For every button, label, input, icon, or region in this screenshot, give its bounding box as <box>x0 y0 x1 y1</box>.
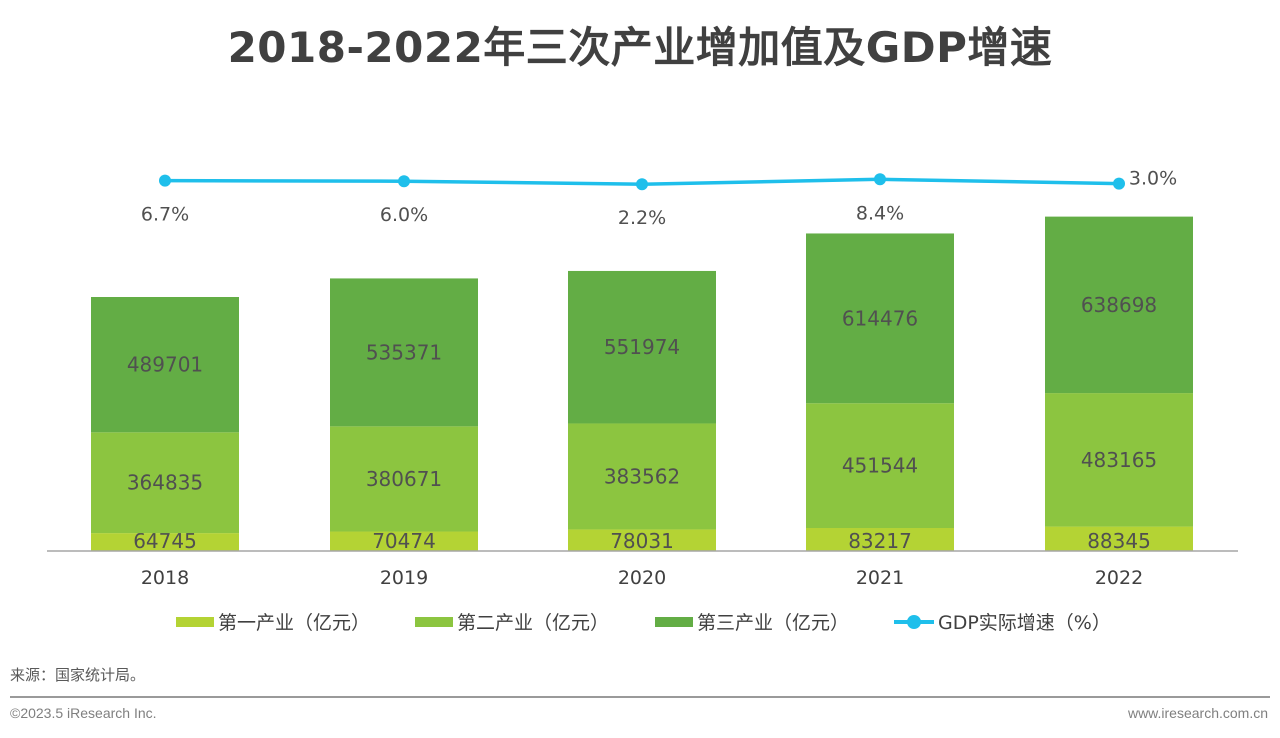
legend-item-primary: 第一产业（亿元） <box>176 608 370 635</box>
gdp-point <box>636 178 648 191</box>
legend-swatch <box>176 616 214 627</box>
gdp-point <box>1113 177 1125 190</box>
bar-segment <box>1045 393 1193 527</box>
bar-segment <box>91 533 239 551</box>
legend-item-secondary: 第二产业（亿元） <box>415 608 609 635</box>
legend-line-swatch <box>894 614 934 629</box>
data-label: 535371 <box>366 340 442 364</box>
x-tick-label: 2020 <box>618 567 666 589</box>
gdp-point <box>159 174 171 187</box>
data-label: 638698 <box>1081 293 1157 317</box>
gdp-point <box>874 173 886 186</box>
x-tick-label: 2018 <box>141 567 189 589</box>
copyright: ©2023.5 iResearch Inc. <box>10 705 157 721</box>
x-tick-label: 2022 <box>1095 567 1143 589</box>
bar-segment <box>806 528 954 551</box>
legend-label: 第一产业（亿元） <box>218 612 371 634</box>
data-label: 614476 <box>842 306 918 330</box>
data-label: 380671 <box>366 467 442 491</box>
bar-segment <box>330 278 478 427</box>
gdp-label: 8.4% <box>856 202 904 224</box>
bar-segment <box>806 233 954 404</box>
x-tick-label: 2021 <box>856 567 904 589</box>
gdp-point <box>398 175 410 188</box>
bar-segment <box>568 270 716 424</box>
source-note: 来源：国家统计局。 <box>10 666 146 684</box>
bar-segment <box>1045 216 1193 394</box>
bar-segment <box>568 529 716 551</box>
data-label: 364835 <box>127 471 203 495</box>
legend: 第一产业（亿元） 第二产业（亿元） 第三产业（亿元） GDP实际增速（%） <box>0 608 1280 634</box>
bar-segment <box>806 403 954 529</box>
gdp-label: 6.7% <box>141 204 189 226</box>
data-label: 78031 <box>610 529 674 553</box>
data-label: 383562 <box>604 464 680 488</box>
bar-segment <box>1045 526 1193 551</box>
data-label: 551974 <box>604 335 680 359</box>
data-label: 70474 <box>372 529 436 553</box>
bar-segment <box>330 531 478 551</box>
legend-swatch <box>655 616 693 627</box>
legend-item-tertiary: 第三产业（亿元） <box>655 608 849 635</box>
legend-label: 第二产业（亿元） <box>457 612 610 634</box>
gdp-label: 6.0% <box>380 204 428 226</box>
data-label: 88345 <box>1087 529 1151 553</box>
website: www.iresearch.com.cn <box>1127 705 1268 721</box>
bar-segment <box>568 423 716 530</box>
legend-label: GDP实际增速（%） <box>938 612 1111 634</box>
data-label: 489701 <box>127 353 203 377</box>
legend-swatch <box>415 616 453 627</box>
x-tick-label: 2019 <box>380 567 428 589</box>
legend-item-gdp: GDP实际增速（%） <box>894 608 1111 635</box>
data-label: 483165 <box>1081 448 1157 472</box>
gdp-label: 2.2% <box>618 207 666 229</box>
bar-segment <box>91 297 239 433</box>
data-label: 83217 <box>848 529 912 553</box>
gdp-label: 3.0% <box>1129 168 1177 190</box>
legend-label: 第三产业（亿元） <box>697 612 850 634</box>
chart-title: 2018-2022年三次产业增加值及GDP增速 <box>227 23 1053 72</box>
bar-segment <box>330 426 478 532</box>
footer-divider <box>10 696 1270 698</box>
bar-segment <box>91 432 239 534</box>
data-label: 451544 <box>842 454 918 478</box>
